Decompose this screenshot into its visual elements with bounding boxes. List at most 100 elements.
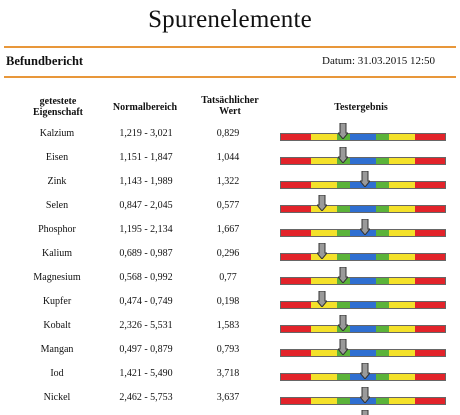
scale-normal-high xyxy=(362,206,390,212)
scale-red-high xyxy=(415,302,445,308)
scale-normal-high xyxy=(362,350,390,356)
element-name: Magnesium xyxy=(33,272,81,283)
scale-normal-high xyxy=(362,302,390,308)
scale-yellow-high xyxy=(389,206,416,212)
down-arrow-marker-icon xyxy=(338,339,349,355)
scale-red-low xyxy=(281,206,311,212)
scale-yellow-high xyxy=(389,374,416,380)
scale-yellow-low xyxy=(310,158,337,164)
table-row: Phosphor 1,195 - 2,134 1,667 xyxy=(0,218,460,242)
actual-value: 1,322 xyxy=(216,176,240,187)
scale-normal-low xyxy=(336,398,363,404)
scale-yellow-low xyxy=(310,326,337,332)
column-header-actual-value: Tatsächlicher Wert xyxy=(201,95,259,117)
normal-range: 0,474 - 0,749 xyxy=(119,296,173,307)
actual-value: 0,577 xyxy=(216,200,240,211)
table-row: Eisen 1,151 - 1,847 1,044 xyxy=(0,146,460,170)
scale-yellow-low xyxy=(310,374,337,380)
normal-range: 1,421 - 5,490 xyxy=(119,368,173,379)
scale-red-low xyxy=(281,134,311,140)
scale-normal-high xyxy=(362,158,390,164)
scale-yellow-low xyxy=(310,398,337,404)
scale-yellow-low xyxy=(310,278,337,284)
normal-range: 2,462 - 5,753 xyxy=(119,392,173,403)
down-arrow-marker-icon xyxy=(360,406,370,415)
normal-range: 1,151 - 1,847 xyxy=(119,152,173,163)
actual-value: 1,044 xyxy=(216,152,240,163)
result-scale-bar xyxy=(280,349,446,357)
element-name: Kupfer xyxy=(42,296,72,307)
result-scale-bar xyxy=(280,253,446,261)
scale-yellow-low xyxy=(310,230,337,236)
scale-normal-low xyxy=(336,254,363,260)
scale-yellow-high xyxy=(389,326,416,332)
actual-value: 0,296 xyxy=(216,248,240,259)
scale-normal-high xyxy=(362,182,390,188)
actual-value: 1,583 xyxy=(216,320,240,331)
scale-red-high xyxy=(415,326,445,332)
scale-red-low xyxy=(281,254,311,260)
scale-normal-high xyxy=(362,398,390,404)
element-name: Selen xyxy=(45,200,69,211)
normal-range: 0,847 - 2,045 xyxy=(119,200,173,211)
element-name: Kalium xyxy=(42,248,72,259)
scale-red-high xyxy=(415,230,445,236)
column-header-test-result: Testergebnis xyxy=(334,102,388,113)
scale-red-low xyxy=(281,398,311,404)
scale-yellow-high xyxy=(389,182,416,188)
page-title: Spurenelemente xyxy=(148,6,312,33)
scale-normal-low xyxy=(336,230,363,236)
header-divider xyxy=(4,46,456,48)
element-name: Nickel xyxy=(43,392,71,403)
scale-red-high xyxy=(415,398,445,404)
scale-red-low xyxy=(281,302,311,308)
table-row: Selen 0,847 - 2,045 0,577 xyxy=(0,194,460,218)
normal-range: 2,326 - 5,531 xyxy=(119,320,173,331)
scale-yellow-low xyxy=(310,350,337,356)
report-label: Befundbericht xyxy=(6,54,84,68)
actual-value: 0,793 xyxy=(216,344,240,355)
down-arrow-marker-icon xyxy=(316,243,327,259)
scale-yellow-high xyxy=(389,278,416,284)
scale-red-high xyxy=(415,206,445,212)
result-scale-bar xyxy=(280,277,446,285)
down-arrow-marker-icon xyxy=(338,267,349,283)
scale-normal-low xyxy=(336,374,363,380)
scale-red-low xyxy=(281,278,311,284)
element-name: Kobalt xyxy=(43,320,71,331)
normal-range: 1,219 - 3,021 xyxy=(119,128,173,139)
table-row: Zink 1,143 - 1,989 1,322 xyxy=(0,170,460,194)
scale-normal-high xyxy=(362,254,390,260)
scale-red-low xyxy=(281,230,311,236)
actual-value: 1,667 xyxy=(216,224,240,235)
scale-red-high xyxy=(415,254,445,260)
column-header-normal-range: Normalbereich xyxy=(112,102,178,113)
scale-normal-high xyxy=(362,326,390,332)
scale-red-low xyxy=(281,182,311,188)
scale-red-high xyxy=(415,134,445,140)
normal-range: 0,497 - 0,879 xyxy=(119,344,173,355)
table-row: Iod 1,421 - 5,490 3,718 xyxy=(0,362,460,386)
table-row: Nickel 2,462 - 5,753 3,637 xyxy=(0,386,460,410)
scale-yellow-high xyxy=(389,158,416,164)
result-scale-bar xyxy=(280,157,446,165)
down-arrow-marker-icon xyxy=(359,219,370,235)
table-row: Kupfer 0,474 - 0,749 0,198 xyxy=(0,290,460,314)
table-row: Kalium 0,689 - 0,987 0,296 xyxy=(0,242,460,266)
down-arrow-marker-icon xyxy=(316,291,327,307)
down-arrow-marker-icon xyxy=(359,171,370,187)
table-row: Mangan 0,497 - 0,879 0,793 xyxy=(0,338,460,362)
scale-red-low xyxy=(281,158,311,164)
scale-normal-high xyxy=(362,230,390,236)
section-divider xyxy=(4,76,456,78)
actual-value: 3,637 xyxy=(216,392,240,403)
scale-yellow-low xyxy=(310,134,337,140)
down-arrow-marker-icon xyxy=(359,363,370,379)
actual-value: 0,198 xyxy=(216,296,240,307)
element-name: Mangan xyxy=(40,344,74,355)
table-row: Kobalt 2,326 - 5,531 1,583 xyxy=(0,314,460,338)
scale-yellow-high xyxy=(389,398,416,404)
table-row: Kalzium 1,219 - 3,021 0,829 xyxy=(0,122,460,146)
down-arrow-marker-icon xyxy=(338,123,349,139)
